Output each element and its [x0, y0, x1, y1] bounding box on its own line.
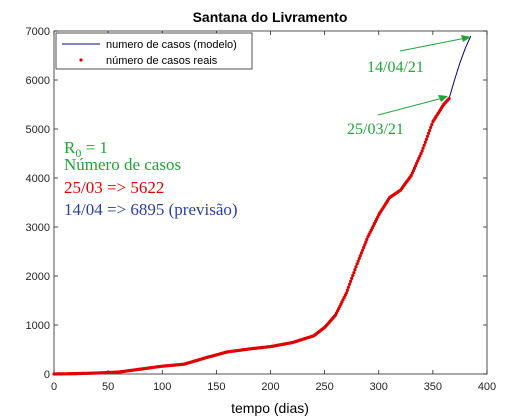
real-point-289 [365, 237, 369, 242]
forecast-line: 14/04 => 6895 (previsão) [64, 200, 238, 219]
real-point-331 [410, 171, 414, 175]
axis-ticks: 0 50 100 150 200 250 300 350 4000100020003000400… [26, 26, 497, 393]
legend-real-swatch [79, 58, 83, 62]
real-point-272 [346, 285, 350, 289]
date2-arrow-line [399, 37, 467, 52]
x-tick-label-2: 100 [153, 381, 171, 393]
real-point-339 [419, 151, 423, 156]
real-point-274 [349, 279, 353, 283]
x-tick-label-5: 250 [315, 381, 333, 393]
real-point-343 [423, 140, 427, 144]
real-point-332 [411, 169, 415, 173]
real-point-278 [353, 268, 357, 272]
date1-label: 25/03/21 [347, 121, 404, 138]
legend: numero de casos (modelo) número de casos… [55, 32, 253, 70]
x-tick-label-4: 200 [261, 381, 279, 393]
real-point-283 [358, 254, 362, 258]
x-tick-label-0: 0 [51, 381, 57, 393]
real-point-276 [351, 273, 355, 278]
real-point-345 [425, 134, 430, 138]
plot-area [53, 30, 488, 375]
date2-label: 14/04/21 [367, 59, 424, 76]
x-tick-label-6: 300 [370, 381, 388, 393]
x-tick-label-8: 400 [478, 381, 496, 393]
real-point-277 [352, 271, 356, 275]
real-point-338 [418, 154, 422, 158]
real-point-365 [447, 96, 451, 101]
y-tick-label-5: 5000 [26, 124, 50, 136]
y-tick-label-3: 3000 [26, 222, 50, 234]
real-point-282 [357, 256, 361, 260]
real-point-281 [356, 259, 360, 263]
date1-arrow-head [438, 95, 448, 102]
real-point-287 [363, 243, 367, 247]
real-point-275 [350, 276, 354, 280]
r0-symbol: R [64, 138, 76, 157]
real-point-280 [355, 262, 359, 266]
cases-heading: Número de casos [64, 155, 181, 174]
date2-arrow-head [461, 35, 471, 42]
real-point-335 [415, 161, 419, 165]
real-point-337 [417, 156, 421, 160]
real-point-341 [421, 146, 425, 150]
real-point-279 [354, 265, 358, 269]
y-tick-label-6: 6000 [26, 75, 50, 87]
real-point-348 [429, 125, 433, 130]
r0-value: = 1 [81, 138, 108, 157]
x-tick-label-1: 50 [102, 381, 114, 393]
real-point-349 [430, 123, 434, 127]
x-axis-label: tempo (dias) [231, 400, 309, 416]
y-tick-label-4: 4000 [26, 173, 50, 185]
legend-model-label: numero de casos (modelo) [106, 39, 237, 51]
x-tick-label-7: 350 [424, 381, 442, 393]
real-point-286 [362, 246, 366, 250]
real-point-271 [345, 288, 349, 292]
real-point-288 [364, 240, 368, 244]
real-point-285 [360, 248, 365, 252]
real-point-284 [359, 251, 363, 255]
real-cases-line: 25/03 => 5622 [64, 178, 164, 197]
real-point-347 [428, 128, 432, 133]
r0-label: R0 = 1 [64, 138, 108, 160]
y-tick-label-7: 7000 [26, 26, 50, 38]
real-point-334 [414, 164, 418, 168]
real-point-330 [409, 173, 413, 178]
real-point-333 [412, 166, 417, 170]
y-tick-label-2: 2000 [26, 271, 50, 283]
y-tick-label-1: 1000 [26, 320, 50, 332]
legend-real-label: número de casos reais [106, 55, 218, 67]
series-layer [52, 35, 472, 376]
x-tick-label-3: 150 [207, 381, 225, 393]
real-point-346 [426, 131, 431, 135]
annotation-text: R0 = 1 Número de casos 25/03 => 5622 14/… [64, 138, 238, 219]
date1-arrow-line [377, 97, 444, 116]
real-point-340 [420, 149, 424, 153]
legend-box [55, 32, 253, 70]
chart-title: Santana do Livramento [193, 9, 348, 25]
y-tick-label-0: 0 [44, 369, 50, 381]
real-point-336 [416, 159, 420, 163]
real-point-342 [422, 143, 426, 147]
real-point-270 [344, 291, 348, 295]
date-annotations: 25/03/21 14/04/21 [347, 35, 471, 138]
r0-subscript: 0 [75, 146, 81, 160]
real-point-273 [347, 282, 352, 286]
real-point-344 [424, 137, 428, 141]
